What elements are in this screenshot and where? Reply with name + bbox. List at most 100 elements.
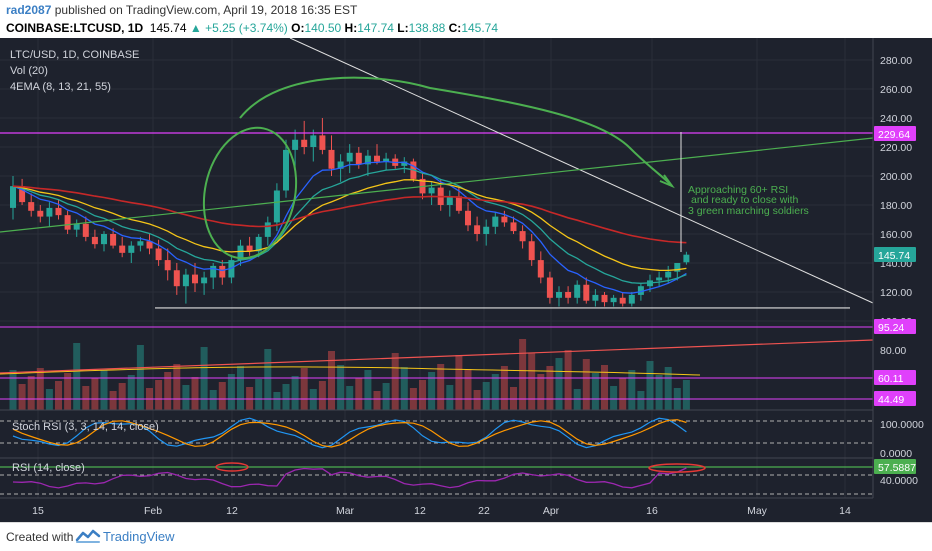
candle-body: [383, 158, 390, 162]
annotation-line-2: and ready to close with: [691, 194, 799, 206]
price-tick-label: 200.00: [880, 171, 912, 183]
candle-body: [674, 263, 681, 272]
candle-body: [283, 149, 289, 191]
candle-body: [637, 286, 644, 295]
created-with-text: Created with: [6, 530, 74, 544]
author-link[interactable]: rad2087: [6, 3, 52, 17]
price-tick-label: 280.00: [880, 55, 912, 67]
rsi-line: [12, 467, 687, 489]
volume-bar: [519, 339, 527, 410]
price-tick-label: 80.00: [880, 345, 906, 357]
volume-bar: [400, 367, 408, 410]
volume-bar: [546, 366, 554, 410]
time-label: 12: [414, 505, 426, 517]
rsi-circle-1: [215, 462, 249, 472]
candle-body: [55, 207, 62, 216]
drawings: [0, 37, 874, 400]
annotation-line-1: Approaching 60+ RSI: [688, 184, 788, 196]
candle-body: [173, 270, 180, 287]
open-value: 140.50: [304, 21, 342, 35]
rsi-tick-label: 40.0000: [880, 475, 918, 487]
price-chart-svg[interactable]: 280.00260.00240.00220.00200.00180.00160.…: [0, 37, 932, 522]
candle-body: [374, 155, 380, 162]
volume-bar: [555, 358, 563, 410]
volume-bar: [100, 370, 108, 410]
volume-bar: [473, 390, 481, 410]
stoch-d-line: [12, 419, 687, 448]
candle-body: [264, 222, 271, 237]
tradingview-brand[interactable]: TradingView: [103, 529, 175, 544]
volume-bar: [237, 366, 244, 410]
candle-body: [19, 186, 26, 203]
time-label: Apr: [543, 505, 560, 517]
volume-bar: [601, 365, 608, 410]
close-label: C:: [448, 21, 462, 35]
ohlc-line: COINBASE:LTCUSD, 1D 145.74 ▲ +5.25 (+3.7…: [6, 21, 498, 35]
price-badge: [874, 459, 916, 474]
candle-body: [155, 248, 162, 261]
time-axis-bg: [0, 498, 932, 522]
arrow-head-icon: [659, 174, 675, 189]
volume-bar: [155, 380, 163, 410]
candle-body: [346, 152, 353, 162]
chart-area[interactable]: 280.00 260.00 240.00 220.00 200.00 180.00 160.…: [0, 37, 932, 522]
volume-bar: [610, 386, 618, 410]
volume-bar: [491, 374, 499, 410]
volume-bar: [209, 390, 217, 410]
volume-bars: [0, 339, 874, 410]
volume-bar: [291, 376, 299, 410]
candle-body: [182, 274, 189, 287]
price-axis-bg: [873, 38, 932, 522]
volume-bar: [455, 355, 463, 410]
volume-bar: [564, 350, 572, 410]
price-tick-label: 240.00: [880, 113, 912, 125]
candle-body: [519, 231, 526, 242]
volume-bar: [118, 383, 126, 410]
candle-body: [510, 222, 517, 232]
price-badge-label: 95.24: [878, 322, 904, 334]
candle-body: [483, 226, 490, 234]
volume-bar: [591, 373, 599, 410]
candle-body: [28, 202, 35, 211]
ema-13-line: [12, 167, 687, 284]
candle-body: [219, 265, 226, 278]
volume-bar: [36, 368, 44, 410]
volume-bar: [437, 364, 445, 410]
stoch-tick-label: 100.0000: [880, 419, 924, 431]
candle-body: [37, 210, 44, 217]
annotation-line-3: 3 green marching soldiers: [688, 205, 809, 217]
tradingview-logo-icon: [75, 529, 101, 543]
time-label: 15: [32, 505, 44, 517]
candle-body: [237, 245, 244, 261]
candle-body: [319, 135, 326, 150]
candle-body: [46, 207, 53, 217]
candle-body: [574, 284, 581, 298]
volume-bar: [619, 378, 627, 410]
candle-body: [128, 245, 135, 253]
legend-volume: Vol (20): [10, 65, 48, 77]
chart-header: rad2087 published on TradingView.com, Ap…: [0, 0, 932, 38]
candle-body: [310, 135, 317, 147]
candle-body: [583, 284, 590, 301]
candle-body: [146, 241, 153, 249]
legend-ema: 4EMA (8, 13, 21, 55): [10, 81, 111, 93]
footer: Created with TradingView: [0, 522, 932, 551]
volume-bar: [273, 392, 281, 410]
volume-bar: [628, 370, 636, 410]
stoch-rsi-pane: [0, 409, 873, 449]
time-axis-labels: 15 Feb 12 Mar 12 22 Apr 16 May 14: [32, 505, 851, 517]
published-text: published on TradingView.com, April 19, …: [54, 3, 358, 17]
volume-bar: [282, 384, 290, 410]
time-label: 12: [226, 505, 238, 517]
time-label: May: [747, 505, 768, 517]
candle-body: [255, 236, 262, 252]
price-badge: [874, 247, 916, 262]
stoch-k-line: [12, 417, 687, 449]
symbol-label: COINBASE:LTCUSD, 1D: [6, 21, 144, 35]
volume-bar: [191, 377, 199, 410]
candle-body: [546, 277, 553, 298]
candle-body: [619, 297, 626, 304]
candle-body: [401, 161, 408, 166]
candle-body: [492, 216, 499, 227]
candle-body: [328, 149, 335, 169]
